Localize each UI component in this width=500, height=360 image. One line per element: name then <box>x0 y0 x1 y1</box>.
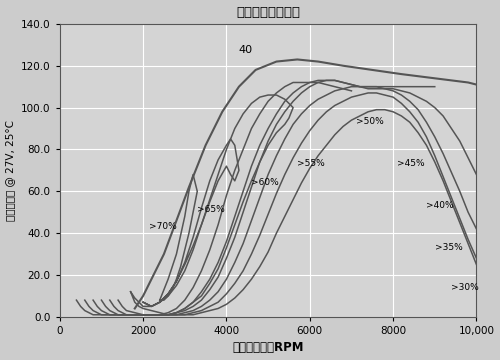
Text: >30%: >30% <box>452 283 479 292</box>
Text: >55%: >55% <box>298 159 325 168</box>
Title: 发电机输出，效率: 发电机输出，效率 <box>236 5 300 19</box>
Text: 40: 40 <box>239 45 253 55</box>
X-axis label: 发电机速度，RPM: 发电机速度，RPM <box>232 341 304 355</box>
Text: >45%: >45% <box>398 159 425 168</box>
Text: >65%: >65% <box>198 205 225 214</box>
Text: >35%: >35% <box>435 243 462 252</box>
Y-axis label: 输出，安培 @ 27V, 25°C: 输出，安培 @ 27V, 25°C <box>6 120 16 221</box>
Text: >60%: >60% <box>252 178 279 187</box>
Text: >70%: >70% <box>150 222 177 231</box>
Text: >50%: >50% <box>356 117 384 126</box>
Text: >40%: >40% <box>426 201 454 210</box>
